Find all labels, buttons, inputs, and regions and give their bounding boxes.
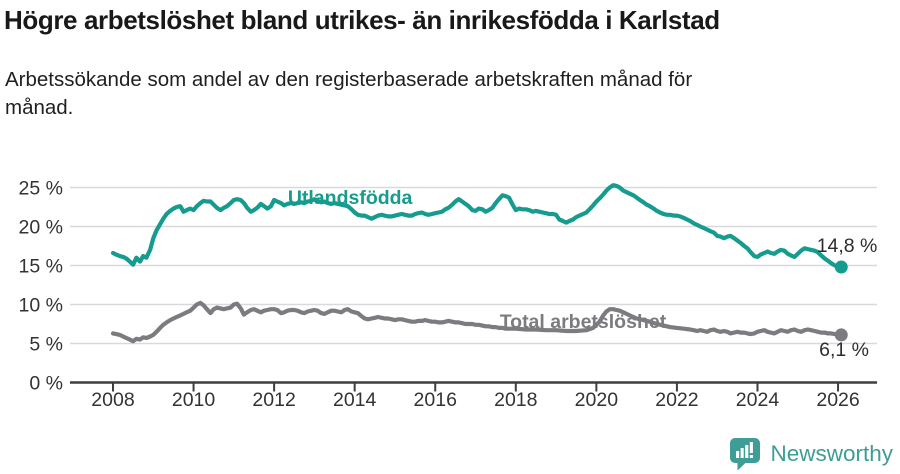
y-tick-label: 20 % (19, 217, 63, 239)
end-dot-utlandsfodda (834, 260, 848, 274)
unemployment-line-chart: 2008 2010 2012 2014 2016 2018 2020 2022 2024 2026… (19, 178, 878, 412)
x-tick-label: 2026 (816, 389, 859, 411)
x-tick-label: 2008 (91, 389, 134, 411)
x-tick-label: 2022 (655, 389, 698, 411)
series-label-utlandsfodda: Utlandsfödda (288, 187, 413, 209)
y-tick-label: 15 % (19, 256, 63, 278)
x-tick-label: 2014 (333, 389, 377, 411)
x-tick-label: 2024 (736, 389, 780, 411)
series-line-utlandsfodda (110, 183, 844, 270)
brand-footer: Newsworthy (729, 437, 893, 471)
y-tick-label: 10 % (19, 295, 63, 317)
series-label-total: Total arbetslöshet (500, 311, 667, 333)
y-tick-label: 25 % (19, 178, 63, 200)
newsworthy-logo-icon (730, 438, 761, 471)
brand-name: Newsworthy (770, 441, 893, 466)
y-tick-label: 0 % (29, 373, 63, 395)
x-tick-label: 2020 (575, 389, 619, 411)
chart-subtitle: Arbetssökande som andel av den registerb… (5, 68, 693, 120)
end-value-annotation: 14,8 % (817, 235, 878, 257)
x-tick-label: 2010 (172, 389, 216, 411)
y-tick-label: 5 % (29, 334, 63, 356)
x-tick-label: 2012 (252, 389, 295, 411)
end-dot-total (834, 328, 848, 342)
series-line-total (110, 300, 844, 344)
x-tick-label: 2016 (414, 389, 457, 411)
x-tick-label: 2018 (494, 389, 537, 411)
end-value-annotation: 6,1 % (819, 339, 869, 361)
page-title: Högre arbetslöshet bland utrikes- än inr… (4, 5, 720, 35)
